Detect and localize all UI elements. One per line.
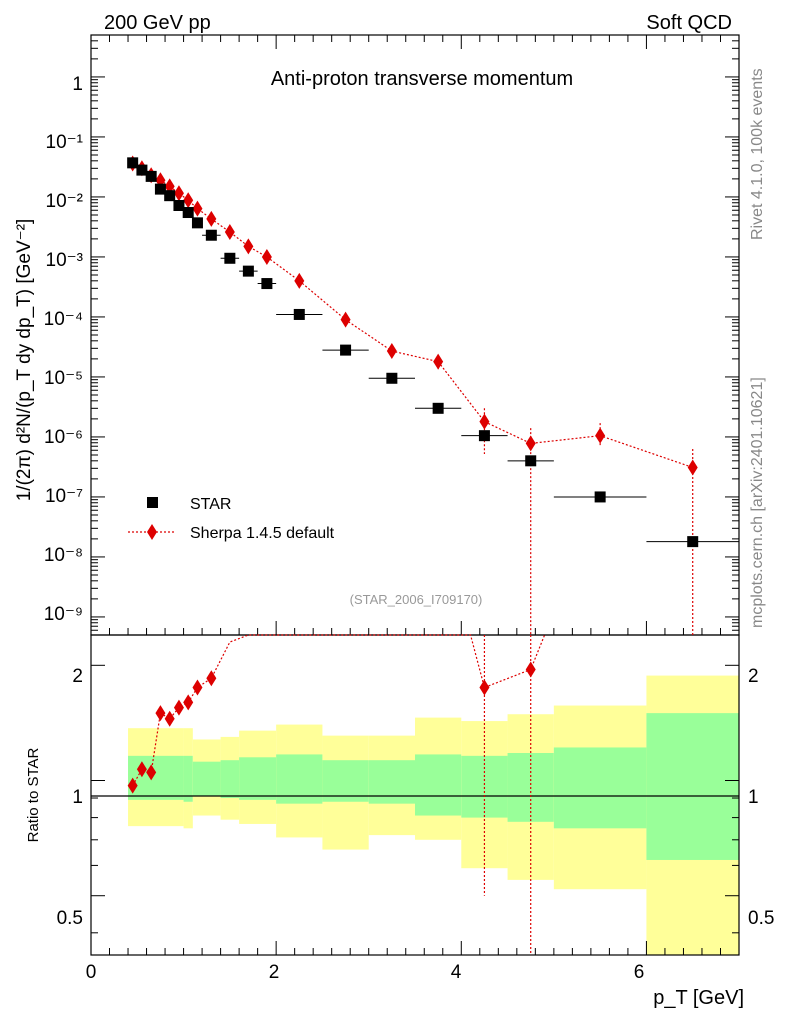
star-point xyxy=(145,170,157,182)
mcplots-label: mcplots.cern.ch [arXiv:2401.10621] xyxy=(749,377,766,628)
ratio-point xyxy=(192,679,203,696)
sherpa-point xyxy=(595,427,606,444)
rivet-version-label: Rivet 4.1.0, 100k events xyxy=(749,68,766,240)
analysis-id: (STAR_2006_I709170) xyxy=(350,592,483,607)
star-point xyxy=(340,344,352,356)
sherpa-point xyxy=(340,311,351,328)
y-tick-label-1e-2: 10⁻² xyxy=(46,191,84,212)
y-tick-label-1e-6: 10⁻⁶ xyxy=(44,427,83,448)
star-point xyxy=(127,157,139,169)
inner-band-segment xyxy=(553,747,647,829)
y-tick-label-1e-9: 10⁻⁹ xyxy=(44,604,83,625)
ratio-point xyxy=(136,761,147,778)
x-tick-label-2: 2 xyxy=(269,962,280,983)
sherpa-point xyxy=(183,192,194,209)
sherpa-point xyxy=(386,343,397,360)
sherpa-point xyxy=(433,353,444,370)
x-axis-title: p_T [GeV] xyxy=(653,987,744,1009)
inner-band-segment xyxy=(220,760,240,799)
sherpa-point xyxy=(224,224,235,241)
sherpa-point xyxy=(261,248,272,265)
y-tick-label-1e-5: 10⁻⁵ xyxy=(44,368,83,389)
header-left-label: 200 GeV pp xyxy=(104,12,211,34)
sherpa-point xyxy=(173,185,184,202)
main-panel-frame xyxy=(90,34,740,636)
sherpa-main-series xyxy=(127,155,698,635)
sherpa-point xyxy=(687,459,698,476)
header-right-label: Soft QCD xyxy=(646,12,732,34)
star-point xyxy=(386,372,398,384)
legend-label-sherpa: Sherpa 1.4.5 default xyxy=(190,525,335,542)
ratio-point xyxy=(525,661,536,678)
star-point xyxy=(224,252,236,264)
ratio-tick-label-right-0.5: 0.5 xyxy=(748,908,774,929)
inner-band-segment xyxy=(192,761,221,797)
star-point xyxy=(261,278,273,290)
ratio-point xyxy=(183,694,194,711)
legend-marker-star xyxy=(147,497,158,508)
inner-band-segment xyxy=(368,760,415,804)
ratio-point xyxy=(155,705,166,722)
ratio-axis-title: Ratio to STAR xyxy=(25,747,42,842)
plot-title: Anti-proton transverse momentum xyxy=(271,68,573,90)
y-tick-label-1e-8: 10⁻⁸ xyxy=(44,545,83,566)
star-point xyxy=(154,183,166,195)
sherpa-point xyxy=(243,238,254,255)
legend-label-star: STAR xyxy=(190,496,231,513)
star-point xyxy=(242,265,254,277)
sherpa-point xyxy=(479,413,490,430)
ratio-uncertainty-bands xyxy=(128,675,739,955)
ratio-tick-label-right-2: 2 xyxy=(748,666,759,687)
y-tick-label-1e-1: 10⁻¹ xyxy=(46,132,84,153)
star-point xyxy=(525,455,537,467)
ratio-tick-label-2: 2 xyxy=(72,666,83,687)
legend: STAR Sherpa 1.4.5 default xyxy=(128,496,335,542)
x-tick-label-0: 0 xyxy=(86,962,97,983)
ratio-point xyxy=(479,679,490,696)
star-point xyxy=(173,199,185,211)
sherpa-ratio-series xyxy=(127,634,546,955)
ratio-tick-label-right-1: 1 xyxy=(748,787,759,808)
star-point xyxy=(478,430,490,442)
sherpa-point xyxy=(525,435,536,452)
inner-band-segment xyxy=(646,713,739,860)
legend-marker-sherpa xyxy=(147,524,157,540)
inner-band-segment xyxy=(322,760,369,802)
star-main-series xyxy=(127,157,739,548)
star-point xyxy=(687,536,699,548)
y-axis-title: 1/(2π) d²N/(p_T dy dp_T) [GeV⁻²] xyxy=(14,219,35,502)
ratio-point xyxy=(173,699,184,716)
sherpa-point xyxy=(294,272,305,289)
inner-band-segment xyxy=(183,755,193,802)
sherpa-point xyxy=(192,200,203,217)
star-point xyxy=(594,491,606,503)
x-tick-label-4: 4 xyxy=(451,962,462,983)
y-tick-label-1: 1 xyxy=(72,74,83,95)
y-tick-label-1e-4: 10⁻⁴ xyxy=(44,309,83,330)
ratio-point xyxy=(127,777,138,794)
y-tick-label-1e-3: 10⁻³ xyxy=(46,250,84,271)
star-point xyxy=(136,164,148,176)
sherpa-line xyxy=(132,163,693,469)
star-point xyxy=(293,308,305,320)
star-point xyxy=(205,229,217,241)
x-tick-label-6: 6 xyxy=(634,962,645,983)
inner-band-segment xyxy=(415,754,462,816)
star-point xyxy=(432,402,444,414)
ratio-point xyxy=(206,670,217,687)
star-point xyxy=(191,217,203,229)
star-point xyxy=(164,190,176,202)
star-point xyxy=(182,207,194,219)
y-tick-label-1e-7: 10⁻⁷ xyxy=(45,486,83,507)
ratio-point xyxy=(164,710,175,727)
sherpa-point xyxy=(206,210,217,227)
inner-band-segment xyxy=(239,757,277,800)
axis-ticks xyxy=(90,34,740,955)
ratio-tick-label-0.5: 0.5 xyxy=(57,908,83,929)
ratio-tick-label-1: 1 xyxy=(72,787,83,808)
ratio-point xyxy=(146,764,157,781)
